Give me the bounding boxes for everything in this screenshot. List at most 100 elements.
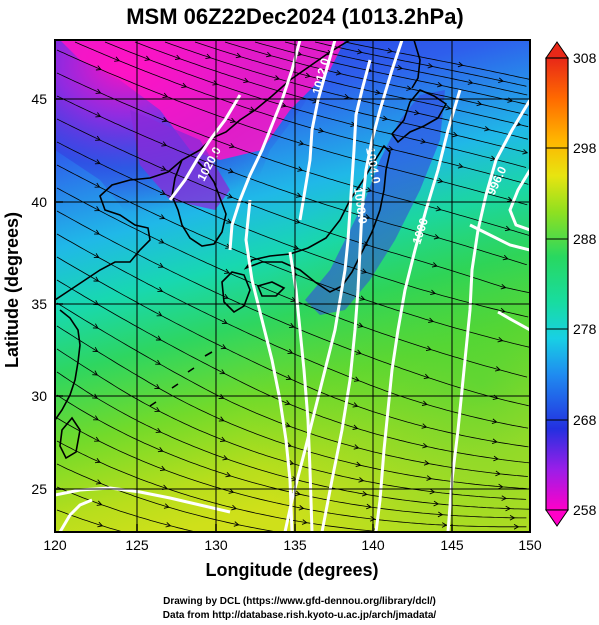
streamline-arrowhead bbox=[288, 459, 295, 466]
streamline-arrowhead bbox=[297, 166, 304, 172]
isobar-1004 bbox=[320, 40, 404, 532]
streamline-arrowhead bbox=[498, 483, 504, 490]
streamline-arrowhead bbox=[92, 393, 99, 399]
streamline-arrowhead bbox=[219, 369, 226, 375]
streamline-arrowhead bbox=[288, 322, 295, 329]
colorbar-ramp bbox=[545, 57, 569, 511]
coastline-china-south bbox=[55, 309, 81, 421]
streamline-arrowhead bbox=[161, 141, 168, 147]
streamline-arrowhead bbox=[94, 159, 101, 165]
y-tick-label: 35 bbox=[31, 296, 47, 312]
streamline-arrowhead bbox=[229, 143, 235, 149]
streamline bbox=[134, 41, 528, 154]
colorbar-tick-label: 308 bbox=[573, 50, 597, 66]
streamline-arrowhead bbox=[144, 55, 151, 61]
streamline-arrowhead bbox=[95, 65, 102, 71]
isobar-996 bbox=[446, 99, 530, 532]
credit-data-source: Data from http://database.rish.kyoto-u.a… bbox=[162, 610, 437, 621]
streamline-arrowhead bbox=[298, 505, 305, 511]
streamline-arrowhead bbox=[233, 521, 240, 527]
isobar-1012 bbox=[298, 40, 337, 221]
streamline-arrowhead bbox=[157, 287, 164, 293]
streamline-arrowhead bbox=[501, 495, 508, 501]
streamline-arrowhead bbox=[243, 77, 250, 84]
streamline-arrowhead bbox=[361, 491, 368, 497]
streamline-arrowhead bbox=[436, 81, 443, 88]
streamline-arrowhead bbox=[295, 490, 301, 497]
streamline bbox=[56, 371, 530, 510]
streamline-arrowhead bbox=[422, 442, 429, 449]
colorbar-tick-label: 298 bbox=[573, 140, 597, 156]
streamline-arrowhead bbox=[222, 455, 229, 461]
streamline-arrowhead bbox=[500, 283, 507, 290]
streamline-arrowhead bbox=[358, 477, 365, 483]
x-tick-label: 120 bbox=[43, 537, 67, 553]
streamline-arrowhead bbox=[285, 374, 292, 381]
isobar-sw bbox=[55, 486, 231, 514]
colorbar: 258 268 278 288 298 308 bbox=[545, 41, 597, 527]
streamline-arrowhead bbox=[364, 214, 371, 220]
streamline bbox=[194, 41, 529, 128]
streamline-arrowhead bbox=[294, 218, 301, 224]
streamline-arrowhead bbox=[228, 488, 235, 494]
streamline bbox=[56, 210, 529, 407]
streamline bbox=[56, 325, 527, 489]
streamline-arrowhead bbox=[498, 77, 504, 84]
streamline-arrowhead bbox=[228, 168, 234, 174]
streamline bbox=[56, 256, 529, 448]
isobar-south-1012 bbox=[288, 251, 314, 532]
x-tick-label: 150 bbox=[518, 537, 542, 553]
streamline-arrowhead bbox=[158, 262, 164, 268]
streamline-arrowhead bbox=[421, 423, 428, 429]
coastline-ryukyu bbox=[149, 351, 213, 407]
warm-east-region bbox=[55, 40, 530, 532]
streamline-arrowhead bbox=[230, 117, 236, 124]
streamline-arrowhead bbox=[155, 427, 162, 433]
streamline-arrowhead bbox=[221, 319, 228, 325]
streamline-arrowhead bbox=[304, 72, 311, 79]
colorbar-tick-label: 268 bbox=[573, 412, 597, 428]
streamline bbox=[314, 41, 527, 87]
streamline-arrowhead bbox=[154, 383, 161, 389]
streamline-arrowhead bbox=[93, 415, 99, 421]
streamline-arrowhead bbox=[359, 295, 366, 301]
streamline-arrowhead bbox=[435, 205, 442, 212]
streamline-arrowhead bbox=[94, 436, 100, 442]
x-axis-label: Longitude (degrees) bbox=[205, 560, 378, 580]
streamline-arrowhead bbox=[94, 182, 101, 188]
streamline-arrowhead bbox=[353, 376, 360, 382]
streamline-arrowhead bbox=[160, 165, 167, 171]
streamline-arrowhead bbox=[428, 317, 434, 323]
streamline-arrowhead bbox=[155, 359, 162, 365]
y-tick-label: 25 bbox=[31, 481, 47, 497]
colorbar-max-arrow bbox=[545, 41, 569, 59]
streamline-arrowhead bbox=[423, 460, 430, 466]
streamline-arrowhead bbox=[425, 345, 432, 352]
coastline-shikoku bbox=[256, 281, 286, 297]
streamline-arrowhead bbox=[92, 346, 99, 352]
streamline-arrowhead bbox=[433, 234, 440, 240]
streamline bbox=[56, 187, 528, 378]
streamline-arrowhead bbox=[366, 503, 372, 510]
streamline-arrowhead bbox=[445, 104, 452, 111]
streamline-arrowhead bbox=[224, 268, 230, 274]
streamline-arrowhead bbox=[382, 115, 389, 122]
y-tick-marks bbox=[55, 98, 63, 490]
streamline bbox=[104, 41, 527, 168]
streamline-arrowhead bbox=[457, 163, 464, 169]
y-tick-label: 30 bbox=[31, 388, 47, 404]
streamline-arrowhead bbox=[162, 92, 169, 98]
streamline-arrowhead bbox=[92, 370, 99, 376]
isobar-south-1016 bbox=[244, 199, 294, 532]
streamline-arrowhead bbox=[96, 500, 103, 506]
streamline-arrowhead bbox=[452, 131, 459, 138]
streamline-arrowhead bbox=[175, 54, 181, 60]
streamline-arrowhead bbox=[437, 177, 444, 184]
streamline-arrowhead bbox=[227, 193, 234, 199]
streamline-arrowhead bbox=[114, 56, 121, 62]
streamline-arrowhead bbox=[343, 93, 350, 100]
streamline bbox=[56, 233, 529, 429]
coastline-honshu bbox=[243, 144, 391, 293]
streamline-arrowhead bbox=[429, 488, 436, 495]
streamline-arrowhead bbox=[220, 436, 226, 442]
